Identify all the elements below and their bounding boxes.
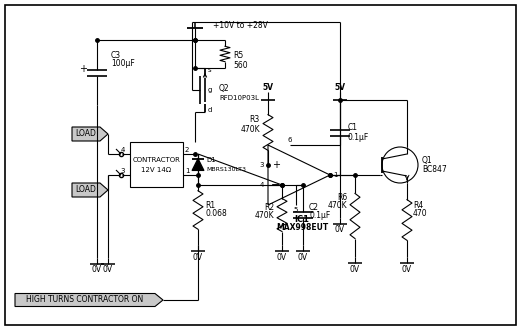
Text: D1: D1	[206, 157, 216, 163]
Text: 470K: 470K	[240, 124, 260, 134]
Polygon shape	[72, 127, 108, 141]
Polygon shape	[72, 183, 108, 197]
Text: 560: 560	[233, 60, 247, 70]
Text: 2: 2	[185, 147, 189, 153]
Text: 5V: 5V	[334, 83, 345, 92]
Text: 5: 5	[294, 207, 298, 213]
Text: R1: R1	[205, 201, 215, 210]
Text: 0.1μF: 0.1μF	[309, 212, 330, 220]
Text: 0V: 0V	[103, 266, 113, 275]
Text: Q1: Q1	[422, 156, 432, 166]
Text: 0V: 0V	[298, 252, 308, 261]
Text: 6: 6	[288, 137, 292, 143]
Text: C3: C3	[111, 50, 121, 59]
Polygon shape	[268, 145, 330, 205]
Text: +: +	[79, 64, 87, 75]
Text: d: d	[208, 107, 213, 113]
Text: R2: R2	[264, 203, 274, 212]
Text: 470K: 470K	[254, 212, 274, 220]
Text: −: −	[271, 180, 281, 190]
Text: 5V: 5V	[263, 83, 274, 92]
Text: C1: C1	[348, 123, 358, 133]
Text: s: s	[208, 67, 212, 73]
Text: 470K: 470K	[327, 202, 347, 211]
Text: 4: 4	[259, 182, 264, 188]
Text: 4: 4	[121, 147, 125, 153]
Text: 3: 3	[259, 162, 264, 168]
Text: 0V: 0V	[92, 266, 102, 275]
Text: 470: 470	[413, 210, 428, 218]
Text: CONTRACTOR: CONTRACTOR	[132, 157, 180, 163]
Text: BC847: BC847	[422, 166, 446, 175]
Text: HIGH TURNS CONTRACTOR ON: HIGH TURNS CONTRACTOR ON	[27, 295, 144, 305]
Text: MAX998EUT: MAX998EUT	[276, 222, 328, 232]
Text: R4: R4	[413, 201, 423, 210]
Text: 12V 14Ω: 12V 14Ω	[141, 167, 171, 173]
Text: RFD10P03L: RFD10P03L	[219, 95, 259, 101]
Text: C2: C2	[309, 203, 319, 212]
Text: +: +	[272, 160, 280, 170]
Text: 1: 1	[333, 172, 338, 178]
Text: 1: 1	[185, 168, 190, 174]
Text: MBRS130LT3: MBRS130LT3	[206, 167, 246, 172]
Text: 3: 3	[120, 168, 125, 174]
Text: LOAD: LOAD	[76, 129, 96, 139]
Text: 0V: 0V	[193, 252, 203, 261]
Text: LOAD: LOAD	[76, 185, 96, 194]
Text: 0.068: 0.068	[205, 210, 227, 218]
Text: Q2: Q2	[219, 83, 230, 92]
Text: 0V: 0V	[350, 265, 360, 274]
Text: +10V to +28V: +10V to +28V	[213, 20, 268, 29]
Text: 0.1μF: 0.1μF	[348, 133, 369, 142]
Text: R3: R3	[250, 115, 260, 124]
Text: 0V: 0V	[335, 225, 345, 235]
Text: R5: R5	[233, 51, 243, 60]
Bar	[130, 142, 183, 187]
Text: 0V: 0V	[277, 252, 287, 261]
Text: 0V: 0V	[402, 265, 412, 274]
Text: R6: R6	[337, 192, 347, 202]
Text: g: g	[208, 87, 213, 93]
Polygon shape	[15, 293, 163, 307]
Text: IC1: IC1	[294, 214, 309, 223]
Text: 100μF: 100μF	[111, 59, 135, 69]
Polygon shape	[192, 158, 204, 171]
